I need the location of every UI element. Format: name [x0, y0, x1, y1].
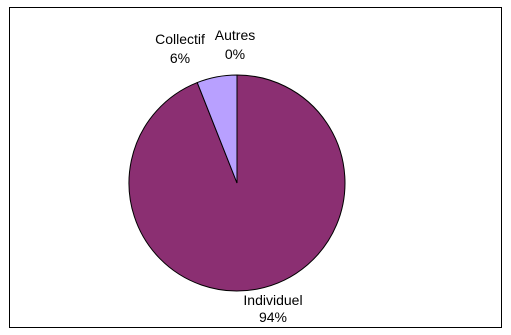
slice-label-individuel: Individuel: [243, 292, 302, 308]
slice-value-individuel: 94%: [259, 309, 287, 325]
slice-label-collectif: Collectif: [155, 31, 205, 47]
chart-area: Individuel 94% Collectif 6% Autres 0%: [9, 7, 502, 328]
pie-slices: [128, 74, 346, 292]
slice-value-autres: 0%: [225, 46, 245, 62]
slice-value-collectif: 6%: [170, 50, 190, 66]
slice-label-autres: Autres: [215, 27, 255, 43]
